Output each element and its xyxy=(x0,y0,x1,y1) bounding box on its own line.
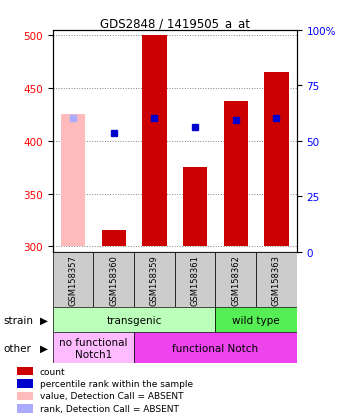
Text: GSM158362: GSM158362 xyxy=(231,254,240,305)
Text: GSM158359: GSM158359 xyxy=(150,254,159,305)
Bar xyxy=(134,252,175,308)
Bar xyxy=(102,231,126,247)
Bar xyxy=(53,308,216,332)
Text: ▶: ▶ xyxy=(40,343,48,353)
Bar xyxy=(53,332,134,363)
Bar xyxy=(216,308,297,332)
Bar xyxy=(175,252,216,308)
Text: functional Notch: functional Notch xyxy=(172,343,258,353)
Text: strain: strain xyxy=(3,316,33,325)
Text: transgenic: transgenic xyxy=(106,315,162,325)
Bar xyxy=(264,73,288,247)
Title: GDS2848 / 1419505_a_at: GDS2848 / 1419505_a_at xyxy=(100,17,250,30)
Bar xyxy=(224,102,248,247)
Bar xyxy=(183,168,207,247)
Bar xyxy=(17,392,33,400)
Text: ▶: ▶ xyxy=(40,316,48,325)
Bar xyxy=(53,252,93,308)
Text: no functional
Notch1: no functional Notch1 xyxy=(59,337,128,359)
Text: count: count xyxy=(40,367,65,376)
Text: GSM158361: GSM158361 xyxy=(191,254,199,305)
Text: rank, Detection Call = ABSENT: rank, Detection Call = ABSENT xyxy=(40,404,179,413)
Text: GSM158357: GSM158357 xyxy=(69,254,78,305)
Bar xyxy=(216,252,256,308)
Bar xyxy=(17,367,33,375)
Text: GSM158363: GSM158363 xyxy=(272,254,281,305)
Text: wild type: wild type xyxy=(232,315,280,325)
Bar xyxy=(17,379,33,388)
Bar xyxy=(61,115,85,247)
Bar xyxy=(93,252,134,308)
Bar xyxy=(17,404,33,413)
Text: value, Detection Call = ABSENT: value, Detection Call = ABSENT xyxy=(40,392,183,400)
Bar xyxy=(142,36,167,247)
Text: GSM158360: GSM158360 xyxy=(109,254,118,305)
Text: percentile rank within the sample: percentile rank within the sample xyxy=(40,379,193,388)
Bar xyxy=(256,252,297,308)
Bar xyxy=(134,332,297,363)
Text: other: other xyxy=(3,343,31,353)
